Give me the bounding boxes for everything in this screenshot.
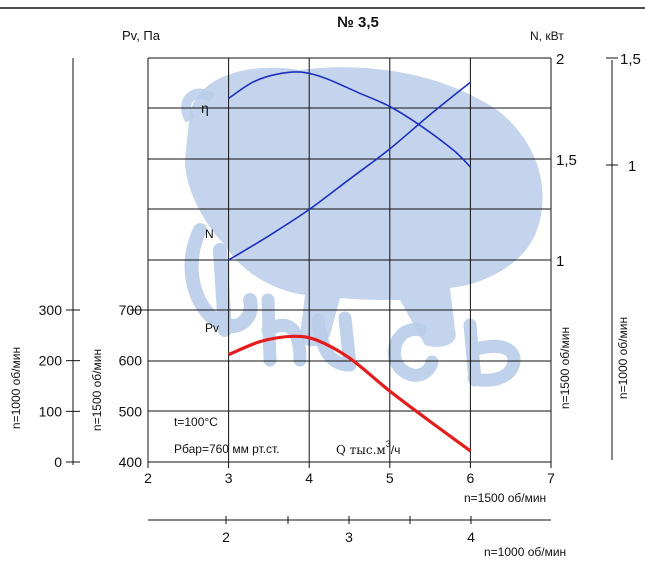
bear-logo-watermark — [181, 67, 543, 387]
watermark-letter-soft-sign — [463, 318, 521, 387]
n-tick-label: 1 — [556, 253, 564, 270]
pv-axis-speed-label-1500: n=1500 об/мин — [90, 349, 104, 431]
series-eta-line — [228, 71, 471, 168]
watermark-letter-s — [387, 323, 439, 382]
pv-1000-tick-label: 100 — [39, 403, 63, 419]
pv-tick-label: 700 — [119, 302, 143, 318]
plot-axes — [72, 58, 613, 521]
n-tick-label: 1,5 — [556, 152, 577, 169]
n-axis-speed-label-1500: n=1500 об/мин — [558, 327, 572, 409]
annotation-pressure: Рбар=760 мм рт.ст. — [174, 442, 280, 456]
pv-1000-tick-label: 0 — [54, 454, 62, 470]
x-tick-label: 7 — [547, 470, 555, 486]
bear-ear-shape — [181, 88, 215, 123]
x-secondary-tick-label: 3 — [345, 529, 353, 545]
series-n-line — [228, 81, 471, 261]
series-label-n: N — [205, 227, 214, 241]
x-tick-label: 5 — [386, 470, 394, 486]
x-axis-speed-label-1500: n=1500 об/мин — [464, 491, 546, 505]
x-tick-label: 2 — [144, 470, 152, 486]
x-tick-label: 6 — [467, 470, 475, 486]
x-axis-label: Q тыс.м3/ч — [336, 439, 400, 457]
x-tick-label: 4 — [305, 470, 313, 486]
chart-title: № 3,5 — [337, 14, 379, 31]
pv-axis-title: Pv, Па — [122, 28, 161, 43]
series-pv-line — [227, 334, 472, 453]
bear-body-shape — [185, 67, 543, 347]
pv-tick-label: 400 — [119, 454, 143, 470]
n-axis-title: N, кВт — [530, 29, 564, 43]
pv-tick-label: 500 — [119, 403, 143, 419]
n-axis-speed-label-1000: n=1000 об/мин — [616, 317, 630, 399]
series-label-eta: η — [201, 100, 209, 116]
x-secondary-tick-label: 2 — [222, 529, 230, 545]
annotation-temperature: t=100°C — [174, 415, 218, 429]
x-tick-label: 3 — [225, 470, 233, 486]
pv-1000-tick-label: 300 — [39, 302, 63, 318]
watermark-letter-r — [184, 223, 258, 337]
pv-1000-tick-label: 200 — [39, 353, 63, 369]
tick-labels: 2 3 4 5 6 7 2 3 4 400 500 600 700 0 100 200 300 1 1,5 2 1 1,5 — [39, 51, 641, 545]
pv-tick-label: 600 — [119, 353, 143, 369]
n-1000-tick-label: 1,5 — [620, 51, 641, 68]
pv-axis-speed-label-1000: n=1000 об/мин — [9, 347, 23, 429]
n-1000-tick-label: 1 — [628, 158, 636, 175]
watermark-letter-y — [261, 293, 307, 367]
series-label-pv: Pv — [205, 321, 219, 335]
plot-grid — [148, 57, 551, 462]
x-secondary-tick-label: 4 — [467, 529, 475, 545]
n-tick-label: 2 — [556, 51, 564, 68]
x-axis-speed-label-1000: n=1000 об/мин — [484, 545, 566, 559]
